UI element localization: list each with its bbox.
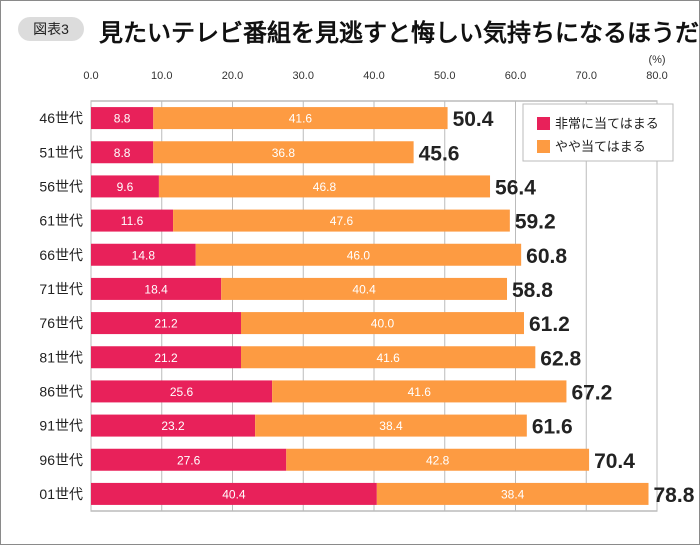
- data-label: 27.6: [177, 453, 201, 467]
- total-label: 58.8: [512, 279, 553, 302]
- data-label: 11.6: [121, 214, 144, 228]
- data-label: 21.2: [154, 351, 178, 365]
- bar-segment: [91, 414, 256, 437]
- total-label: 70.4: [594, 450, 635, 473]
- chart-title: 見たいテレビ番組を見逃すと悔しい気持ちになるほうだ: [99, 20, 699, 47]
- category-label: 91世代: [39, 418, 83, 434]
- tick-label: 60.0: [505, 70, 526, 82]
- category-label: 71世代: [39, 281, 83, 297]
- total-label: 67.2: [571, 381, 612, 404]
- bar-segment: [91, 482, 377, 505]
- category-label: 86世代: [39, 383, 83, 399]
- data-label: 46.0: [347, 248, 371, 262]
- bar-segment: [91, 346, 241, 369]
- legend-swatch: [537, 117, 550, 130]
- total-label: 50.4: [453, 108, 494, 131]
- tick-label: 70.0: [576, 70, 597, 82]
- data-label: 36.8: [272, 146, 296, 160]
- category-label: 66世代: [39, 247, 83, 263]
- bar-segment: [91, 380, 273, 403]
- data-label: 40.4: [222, 487, 246, 501]
- bar-segment: [221, 277, 508, 300]
- total-label: 62.8: [540, 347, 581, 370]
- bar-segment: [153, 107, 448, 130]
- tick-label: 80.0: [646, 70, 667, 82]
- total-label: 59.2: [515, 211, 556, 234]
- total-label: 45.6: [419, 142, 460, 165]
- bar-segment: [153, 141, 414, 164]
- data-label: 14.8: [132, 248, 156, 262]
- data-label: 41.6: [376, 351, 400, 365]
- legend-label: 非常に当てはまる: [555, 116, 659, 131]
- bar-segment: [173, 209, 510, 232]
- data-label: 40.0: [371, 317, 395, 331]
- total-label: 60.8: [526, 245, 567, 268]
- total-label: 78.8: [654, 484, 695, 507]
- bar-segment: [255, 414, 527, 437]
- data-label: 41.6: [289, 112, 313, 126]
- bar-segment: [91, 175, 159, 198]
- data-label: 21.2: [154, 317, 178, 331]
- legend-label: やや当てはまる: [555, 139, 646, 154]
- tick-label: 50.0: [434, 70, 455, 82]
- data-label: 8.8: [114, 146, 131, 160]
- bar-segment: [91, 448, 287, 471]
- data-label: 38.4: [501, 487, 525, 501]
- category-label: 51世代: [39, 144, 83, 160]
- data-label: 23.2: [161, 419, 185, 433]
- legend-swatch: [537, 140, 550, 153]
- data-label: 47.6: [330, 214, 354, 228]
- data-label: 42.8: [426, 453, 450, 467]
- tick-label: 0.0: [83, 70, 98, 82]
- bar-segment: [240, 346, 536, 369]
- data-label: 38.4: [379, 419, 403, 433]
- category-label: 01世代: [39, 486, 83, 502]
- bar-segment: [91, 141, 154, 164]
- data-label: 8.8: [114, 112, 131, 126]
- tick-label: 40.0: [363, 70, 384, 82]
- bar-segment: [91, 209, 174, 232]
- bar-segment: [91, 277, 222, 300]
- bar-segment: [91, 107, 154, 130]
- figure-number-badge: 図表3: [18, 17, 84, 41]
- tick-label: 10.0: [151, 70, 172, 82]
- category-label: 81世代: [39, 349, 83, 365]
- data-label: 46.8: [313, 180, 337, 194]
- total-label: 61.2: [529, 313, 570, 336]
- category-label: 61世代: [39, 213, 83, 229]
- category-label: 96世代: [39, 452, 83, 468]
- bar-segment: [376, 482, 649, 505]
- data-label: 40.4: [352, 282, 376, 296]
- data-label: 9.6: [117, 180, 134, 194]
- tick-label: 30.0: [293, 70, 314, 82]
- bar-segment: [286, 448, 590, 471]
- bar-segment: [240, 312, 524, 335]
- data-label: 25.6: [170, 385, 194, 399]
- total-label: 61.6: [532, 416, 573, 439]
- bar-segment: [272, 380, 567, 403]
- category-label: 46世代: [39, 110, 83, 126]
- category-label: 56世代: [39, 178, 83, 194]
- data-label: 18.4: [144, 282, 168, 296]
- bar-segment: [158, 175, 491, 198]
- bar-segment: [91, 243, 196, 266]
- bar-segment: [91, 312, 241, 335]
- data-label: 41.6: [408, 385, 432, 399]
- category-label: 76世代: [39, 315, 83, 331]
- tick-label: 20.0: [222, 70, 243, 82]
- total-label: 56.4: [495, 176, 536, 199]
- unit-label: (%): [648, 54, 665, 66]
- bar-segment: [195, 243, 522, 266]
